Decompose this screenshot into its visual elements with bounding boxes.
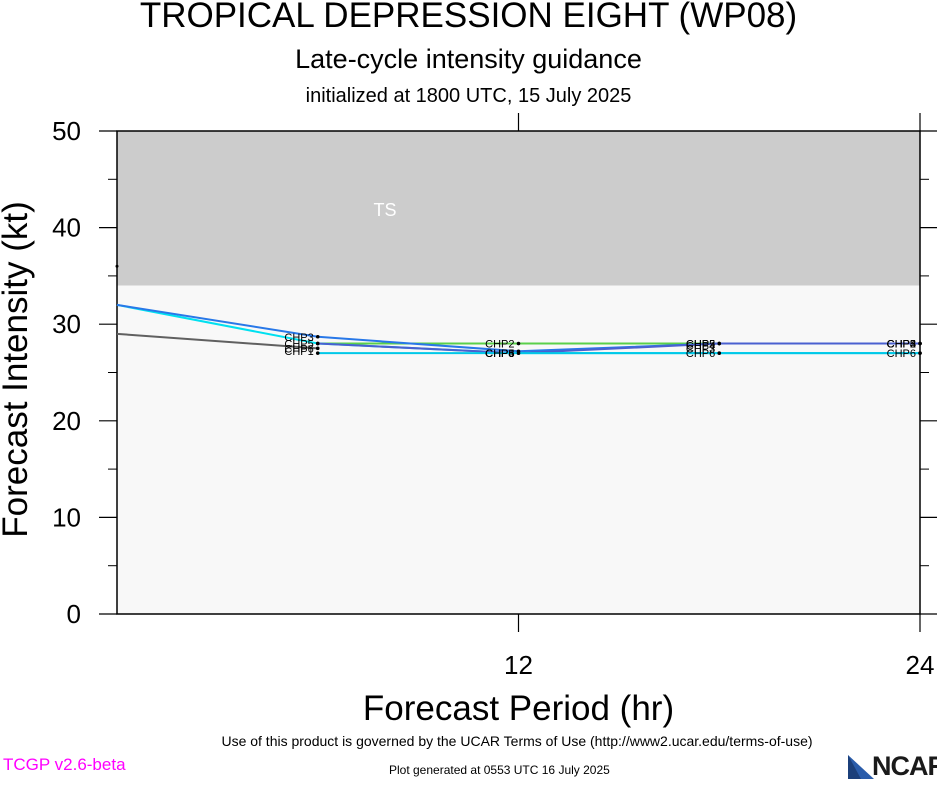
point-label-chp4: CHP4 bbox=[887, 339, 916, 351]
point-label-chp3: CHP3 bbox=[887, 339, 916, 351]
point-label-chp3: CHP3 bbox=[284, 332, 313, 344]
y-tick-label: 30 bbox=[52, 309, 81, 339]
point-label-chp1: CHP1 bbox=[284, 346, 313, 358]
point-label-chp3: CHP3 bbox=[485, 348, 514, 360]
ncar-logo-text: NCAR bbox=[872, 751, 937, 781]
y-tick-label: 40 bbox=[52, 213, 81, 243]
chart-title: TROPICAL DEPRESSION EIGHT (WP08) bbox=[139, 0, 798, 35]
ncar-logo-mark-icon bbox=[848, 755, 874, 779]
generated-timestamp: Plot generated at 0553 UTC 16 July 2025 bbox=[389, 763, 610, 777]
chart-subtitle: Late-cycle intensity guidance bbox=[295, 44, 642, 74]
ncar-logo: NCAR bbox=[846, 751, 937, 781]
x-tick-label: 24 bbox=[906, 650, 935, 680]
series-point-chp5 bbox=[315, 341, 320, 346]
y-tick-label: 50 bbox=[52, 116, 81, 146]
point-label-chp2: CHP2 bbox=[485, 339, 514, 351]
series-point-chp6 bbox=[516, 351, 521, 355]
point-label-chp5: CHP5 bbox=[284, 339, 313, 351]
point-label-chp5: CHP5 bbox=[686, 339, 715, 351]
point-label-chp6: CHP6 bbox=[686, 348, 715, 360]
series-point-chp1 bbox=[315, 346, 320, 351]
series-point-chp4 bbox=[315, 334, 320, 339]
y-tick-label: 10 bbox=[52, 502, 81, 532]
initialization-time: initialized at 1800 UTC, 15 July 2025 bbox=[305, 85, 632, 107]
point-label-chp5: CHP5 bbox=[485, 348, 514, 360]
series-point-chp2 bbox=[516, 341, 521, 346]
point-label-chp6: CHP6 bbox=[887, 348, 916, 360]
y-axis-label: Forecast Intensity (kt) bbox=[0, 201, 35, 537]
point-label-chp5: CHP5 bbox=[887, 339, 916, 351]
series-point-chp6 bbox=[717, 351, 722, 355]
y-tick-label: 0 bbox=[67, 599, 81, 629]
series-point-chp5 bbox=[918, 341, 922, 346]
point-label-chp6: CHP6 bbox=[284, 343, 313, 355]
series-point-chp6 bbox=[315, 351, 320, 355]
series-line-chp5 bbox=[317, 342, 920, 355]
point-label-chp2: CHP2 bbox=[686, 339, 715, 351]
terms-of-use-text: Use of this product is governed by the U… bbox=[221, 733, 813, 749]
initial-intensity-marker bbox=[115, 264, 119, 268]
point-label-chp4: CHP4 bbox=[686, 340, 715, 352]
intensity-band-below-ts bbox=[117, 285, 920, 614]
point-label-chp3: CHP3 bbox=[686, 343, 715, 355]
version-label: TCGP v2.6-beta bbox=[3, 755, 126, 774]
series-point-chp5 bbox=[717, 341, 722, 346]
point-label-chp4: CHP4 bbox=[485, 348, 514, 360]
y-tick-label: 20 bbox=[52, 406, 81, 436]
point-label-chp2: CHP2 bbox=[887, 339, 916, 351]
series-point-chp6 bbox=[918, 351, 922, 355]
band-label: TS bbox=[373, 200, 396, 220]
series-line-chp1 bbox=[116, 332, 318, 350]
point-label-chp6: CHP6 bbox=[485, 348, 514, 360]
x-axis-label: Forecast Period (hr) bbox=[363, 689, 674, 728]
intensity-band-ts bbox=[117, 131, 920, 286]
x-tick-label: 12 bbox=[504, 650, 533, 680]
